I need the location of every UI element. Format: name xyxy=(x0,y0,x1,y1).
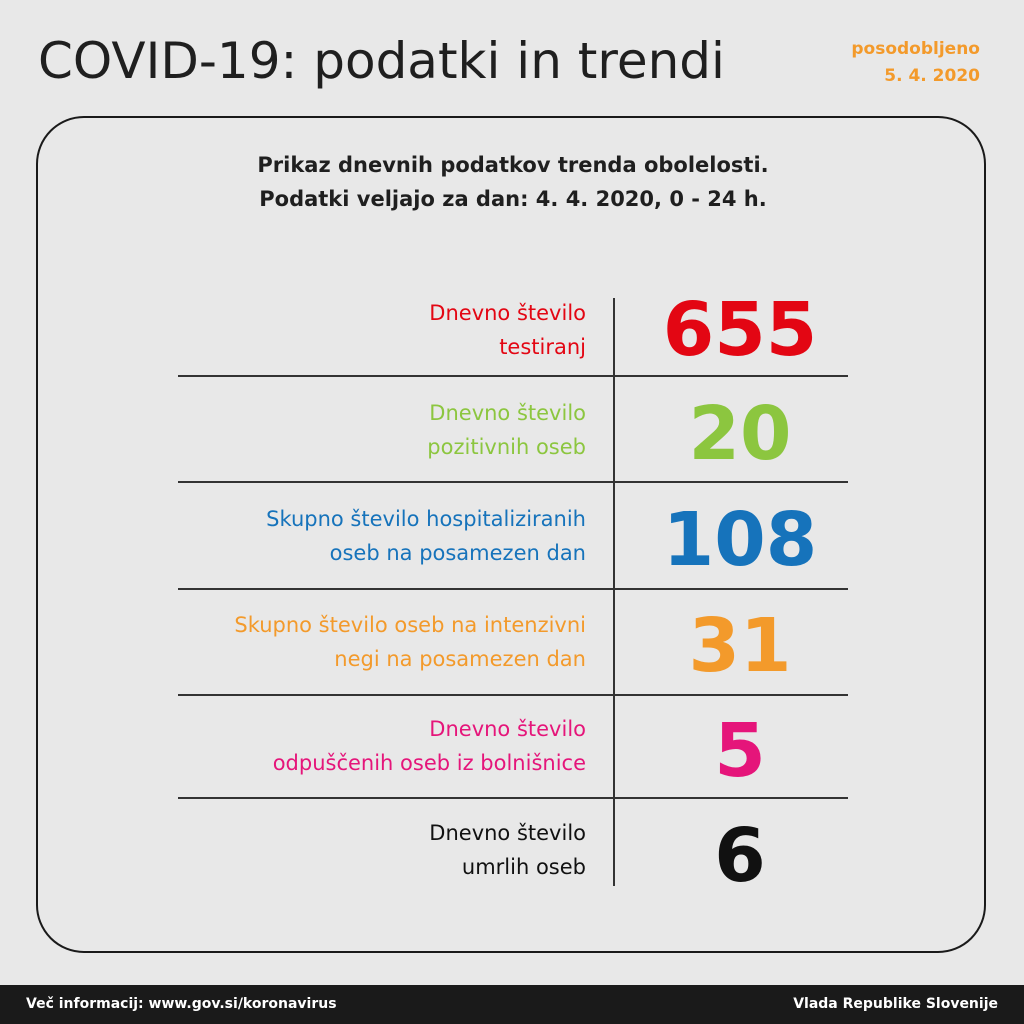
stat-label-line: negi na posamezen dan xyxy=(334,647,586,671)
stat-label-line: Dnevno število xyxy=(429,301,586,325)
stat-label-intensive-care: Skupno število oseb na intenzivni negi n… xyxy=(234,608,586,676)
stat-label-line: Skupno število oseb na intenzivni xyxy=(234,613,586,637)
stat-label-hospitalized: Skupno število hospitaliziranih oseb na … xyxy=(266,502,586,570)
updated-label: posodobljeno xyxy=(851,39,980,59)
row-divider xyxy=(178,588,848,590)
stat-label-line: Dnevno število xyxy=(429,821,586,845)
stat-label-line: odpuščenih oseb iz bolnišnice xyxy=(272,751,586,775)
stat-label-line: Dnevno število xyxy=(429,401,586,425)
stat-label-line: umrlih oseb xyxy=(461,855,586,879)
subtitle-line-2: Podatki veljajo za dan: 4. 4. 2020, 0 - … xyxy=(259,187,767,211)
stat-label-deaths: Dnevno število umrlih oseb xyxy=(429,816,586,884)
subtitle-line-1: Prikaz dnevnih podatkov trenda obolelost… xyxy=(257,153,769,177)
stat-label-line: pozitivnih oseb xyxy=(427,435,586,459)
stat-value-discharged: 5 xyxy=(714,708,766,794)
stat-value-hospitalized: 108 xyxy=(662,497,818,583)
stat-value-intensive-care: 31 xyxy=(688,603,792,689)
stats-subtitle: Prikaz dnevnih podatkov trenda obolelost… xyxy=(38,148,988,216)
stat-value-deaths: 6 xyxy=(714,813,766,899)
stat-value-tests: 655 xyxy=(662,287,818,373)
stat-value-positive: 20 xyxy=(688,391,792,477)
stats-card xyxy=(36,116,986,953)
footer-more-info: Več informacij: www.gov.si/koronavirus xyxy=(26,996,337,1012)
page-title: COVID-19: podatki in trendi xyxy=(38,32,725,90)
stat-label-line: testiranj xyxy=(499,335,586,359)
row-divider xyxy=(178,694,848,696)
row-divider xyxy=(178,375,848,377)
updated-info: posodobljeno 5. 4. 2020 xyxy=(851,36,980,90)
stat-label-positive: Dnevno število pozitivnih oseb xyxy=(427,396,586,464)
footer-bar: Več informacij: www.gov.si/koronavirus V… xyxy=(0,985,1024,1024)
stat-label-line: oseb na posamezen dan xyxy=(329,541,586,565)
stat-label-discharged: Dnevno število odpuščenih oseb iz bolniš… xyxy=(273,712,586,780)
stat-label-tests: Dnevno število testiranj xyxy=(429,296,586,364)
updated-date: 5. 4. 2020 xyxy=(884,66,980,86)
stat-label-line: Dnevno število xyxy=(429,717,586,741)
row-divider xyxy=(178,481,848,483)
row-divider xyxy=(178,797,848,799)
footer-government: Vlada Republike Slovenije xyxy=(793,996,998,1012)
stat-label-line: Skupno število hospitaliziranih xyxy=(266,507,586,531)
column-divider xyxy=(613,298,615,886)
